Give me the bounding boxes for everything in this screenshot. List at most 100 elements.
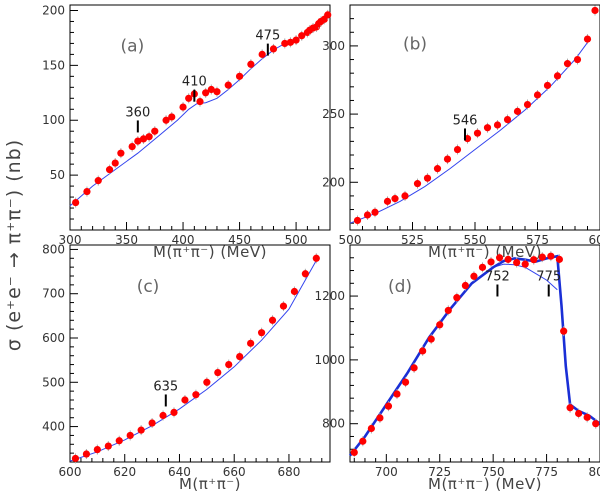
- data-point: [196, 97, 204, 106]
- data-point: [473, 129, 482, 137]
- data-point: [148, 419, 156, 427]
- y-tick-label: 200: [322, 175, 345, 189]
- data-point: [427, 335, 435, 343]
- data-point: [393, 390, 401, 398]
- fit-curve: [69, 260, 317, 462]
- data-point: [236, 353, 244, 361]
- data-point: [367, 424, 375, 433]
- panel-c: 600 620 640 660 680 400 500 600 700 800 M(π⁺π⁻) (c)…: [42, 242, 331, 491]
- y-tick-label: 100: [42, 113, 65, 127]
- data-point: [583, 35, 592, 43]
- data-point: [82, 450, 91, 458]
- data-point: [563, 60, 572, 68]
- data-point: [591, 6, 599, 15]
- x-tick-label: 750: [482, 465, 505, 479]
- data-point: [592, 420, 600, 428]
- y-axis-label: σ (e⁺e⁻ → π⁺π⁻) (nb): [3, 139, 25, 351]
- data-point: [487, 258, 495, 266]
- x-tick-label: 350: [115, 233, 138, 247]
- x-tick-label: 450: [228, 233, 251, 247]
- data-point: [324, 11, 332, 19]
- y-tick-label: 1000: [314, 353, 345, 367]
- y-tick-label: 300: [322, 39, 345, 53]
- panel-b: 500 525 550 575 600 200 250 300 M(π⁺π⁻) (MeV) (b)…: [322, 4, 600, 261]
- data-point: [401, 192, 409, 200]
- y-tick-label: 800: [42, 242, 65, 256]
- fit-curve: [349, 263, 558, 456]
- data-point: [363, 211, 372, 219]
- data-point: [312, 254, 320, 262]
- data-point: [145, 133, 153, 141]
- data-point: [470, 272, 478, 280]
- data-point: [513, 107, 522, 115]
- x-tick-label: 680: [277, 465, 300, 479]
- x-tick-label: 575: [526, 233, 549, 247]
- data-point: [115, 437, 123, 445]
- plot-frame: [349, 244, 600, 463]
- data-point: [281, 39, 289, 48]
- data-point: [117, 149, 125, 157]
- data-point: [181, 396, 189, 404]
- data-point: [83, 187, 91, 196]
- data-point: [478, 263, 487, 271]
- data-point: [134, 137, 142, 145]
- data-point: [453, 294, 461, 302]
- data-point: [213, 88, 221, 96]
- data-point: [453, 145, 462, 154]
- data-point: [202, 89, 210, 97]
- data-point: [383, 197, 392, 205]
- data-point: [376, 414, 384, 422]
- y-tick-label: 50: [50, 168, 65, 182]
- data-point: [495, 254, 504, 262]
- data-point: [483, 124, 492, 132]
- x-tick-label: 775: [535, 465, 558, 479]
- x-tick-label: 800: [589, 465, 600, 479]
- plot-frame: [69, 4, 331, 231]
- data-point: [538, 253, 546, 261]
- x-tick-label: 600: [589, 233, 600, 247]
- x-tick-label: 700: [375, 465, 398, 479]
- data-point: [461, 281, 469, 290]
- x-axis-title: M(π⁺π⁻) (MeV): [428, 243, 542, 261]
- data-point: [128, 142, 136, 151]
- data-point: [555, 255, 564, 263]
- panel-a: 300 350 400 450 500 50 100 150 200 M(π⁺π⁻) (MeV) (…: [42, 3, 332, 261]
- data-point: [513, 258, 521, 267]
- data-point: [493, 121, 502, 129]
- x-tick-label: 400: [172, 233, 195, 247]
- y-tick-label: 800: [322, 417, 345, 431]
- data-point: [185, 94, 193, 102]
- panel-d: 700 725 750 775 800 800 1000 1200 M(π⁺π⁻) (MeV) (…: [314, 244, 600, 491]
- data-point: [298, 32, 306, 40]
- data-point: [290, 287, 299, 296]
- data-point: [384, 402, 393, 410]
- data-point: [247, 339, 255, 347]
- data-point: [207, 85, 215, 94]
- data-point: [353, 216, 362, 225]
- x-axis-title: M(π⁺π⁻) (MeV): [153, 243, 267, 261]
- panel-label: (c): [137, 277, 160, 297]
- panel-label: (a): [121, 37, 145, 57]
- data-point: [286, 38, 295, 46]
- data-point: [444, 306, 452, 315]
- plot-frame: [69, 244, 331, 463]
- x-tick-label: 725: [428, 465, 451, 479]
- data-point: [560, 327, 568, 335]
- x-tick-label: 620: [113, 465, 136, 479]
- data-point: [170, 408, 178, 416]
- data-point: [224, 81, 232, 89]
- y-tick-label: 700: [42, 287, 65, 301]
- data-point: [269, 45, 278, 53]
- data-point: [126, 431, 134, 440]
- data-point: [168, 113, 176, 121]
- data-point: [547, 252, 555, 260]
- data-point: [575, 409, 583, 418]
- x-tick-label: 600: [59, 465, 82, 479]
- y-tick-label: 600: [42, 331, 65, 345]
- data-point: [137, 426, 145, 434]
- data-point: [573, 55, 582, 64]
- data-point: [247, 60, 255, 68]
- data-point: [111, 159, 119, 167]
- data-point: [503, 115, 512, 124]
- x-axis-title: M(π⁺π⁻) (MeV): [428, 475, 542, 491]
